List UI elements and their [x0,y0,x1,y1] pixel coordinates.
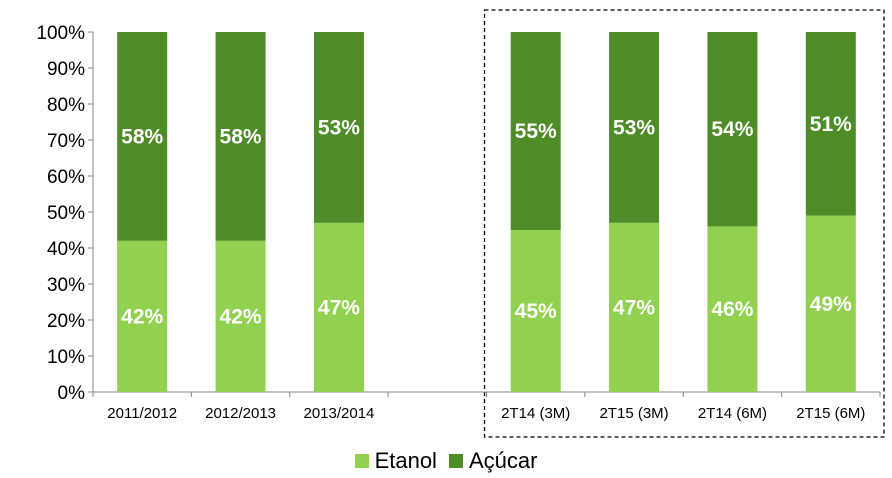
data-label-etanol: 49% [810,293,852,316]
x-category-label: 2T14 (3M) [501,405,570,422]
x-category-label: 2T15 (3M) [599,405,668,422]
y-tick-label: 50% [47,203,85,224]
legend-item-etanol: Etanol [354,448,437,474]
bar-acucar [510,32,561,230]
legend-swatch-acucar [448,454,463,468]
y-tick-label: 70% [47,131,85,152]
y-tick-label: 80% [47,95,85,116]
highlight-box [483,9,885,438]
y-tick-label: 30% [47,275,85,296]
data-label-acucar: 53% [318,116,360,139]
data-label-acucar: 53% [613,116,655,139]
y-tick-label: 40% [47,239,85,260]
bar-acucar [215,32,266,241]
data-label-etanol: 42% [121,305,163,328]
data-label-etanol: 46% [711,298,753,321]
bar-acucar [117,32,168,241]
x-category-label: 2T14 (6M) [698,405,767,422]
legend: Etanol Açúcar [0,446,892,476]
bar-etanol [609,222,660,392]
y-tick-label: 20% [47,311,85,332]
data-label-acucar: 54% [711,118,753,141]
x-category-label: 2012/2013 [205,405,276,422]
data-label-acucar: 51% [810,113,852,136]
bar-acucar [707,32,758,227]
data-label-acucar: 55% [515,120,557,143]
data-label-acucar: 58% [121,125,163,148]
legend-item-acucar: Açúcar [448,448,538,474]
legend-swatch-etanol [354,454,369,468]
bar-etanol [510,230,561,392]
legend-label-acucar: Açúcar [468,448,538,473]
data-label-etanol: 42% [220,305,262,328]
y-tick-label: 100% [36,23,85,44]
x-category-label: 2013/2014 [303,405,374,422]
bar-etanol [313,222,364,392]
bar-acucar [609,32,660,223]
bar-etanol [117,240,168,392]
stacked-bar-chart: 0% 10% 20% 30% 40% 50% 60% 70% 80% 90% 100% 2011/20… [36,9,885,438]
y-tick-label: 60% [47,167,85,188]
y-tick-label: 90% [47,59,85,80]
data-label-acucar: 58% [220,125,262,148]
y-tick-label: 10% [47,347,85,368]
data-label-etanol: 47% [318,296,360,319]
y-tick-label: 0% [58,383,86,404]
bar-etanol [805,215,856,392]
bar-acucar [313,32,364,223]
legend-label-etanol: Etanol [374,448,437,473]
bar-etanol [215,240,266,392]
data-label-etanol: 47% [613,296,655,319]
x-category-label: 2011/2012 [107,405,177,422]
x-category-label: 2T15 (6M) [796,405,865,422]
data-label-etanol: 45% [515,300,557,323]
bar-etanol [707,226,758,392]
bar-acucar [805,32,856,216]
